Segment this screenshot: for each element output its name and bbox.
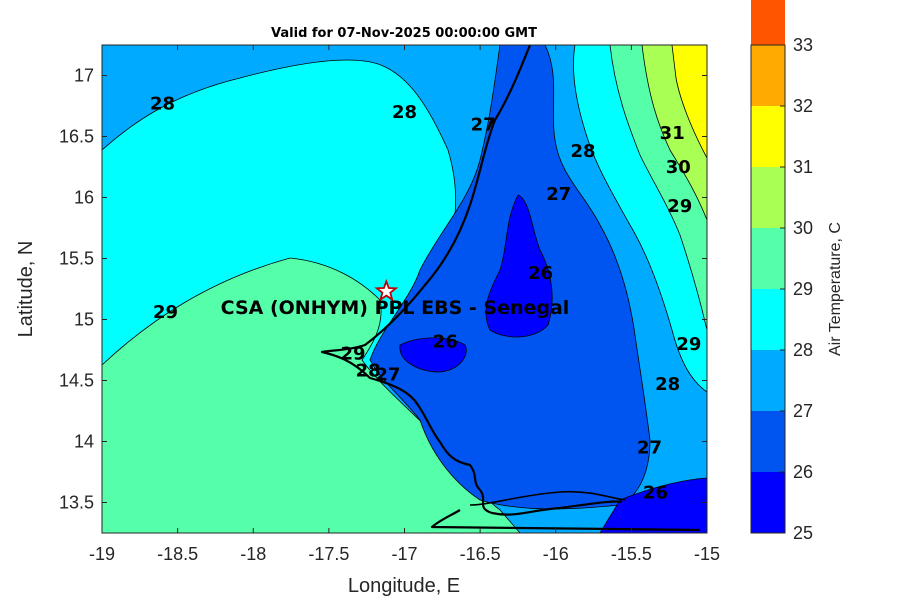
colorbar-swatch xyxy=(751,167,785,228)
contour-label: 26 xyxy=(643,483,668,504)
colorbar-swatch xyxy=(751,45,785,106)
colorbar-label: Air Temperature, C xyxy=(827,222,844,356)
y-tick-label: 14 xyxy=(74,432,94,452)
colorbar-swatch xyxy=(751,0,785,45)
contour-label: 29 xyxy=(341,344,366,365)
site-label: CSA (ONHYM) PPL EBS - Senegal xyxy=(221,297,570,319)
colorbar-tick-label: 27 xyxy=(793,401,813,421)
contour-label: 29 xyxy=(676,334,701,355)
contour-field xyxy=(102,45,707,533)
x-tick-label: -18 xyxy=(240,544,266,564)
colorbar-tick-label: 26 xyxy=(793,462,813,482)
colorbar-tick-label: 29 xyxy=(793,279,813,299)
x-tick-label: -16 xyxy=(543,544,569,564)
coastline xyxy=(320,45,701,532)
colorbar-swatch xyxy=(751,411,785,472)
colorbar-swatch xyxy=(751,350,785,411)
y-tick-label: 17 xyxy=(74,66,94,86)
coastline-path xyxy=(320,45,701,532)
y-axis: 13.5 14 14.5 15 15.5 16 16.5 17 xyxy=(59,66,707,513)
contour-label: 28 xyxy=(356,361,381,382)
x-tick-label: -16.5 xyxy=(460,544,501,564)
colorbar-swatch xyxy=(751,106,785,167)
contour-label: 29 xyxy=(153,302,178,323)
site-annotation: CSA (ONHYM) PPL EBS - Senegal xyxy=(221,278,570,319)
band-25-26-core xyxy=(485,194,553,338)
site-star-marker xyxy=(374,278,399,302)
colorbar-tick-label: 25 xyxy=(793,523,813,543)
x-tick-label: -15 xyxy=(694,544,720,564)
band-25-26-west xyxy=(399,337,467,373)
contour-label: 28 xyxy=(655,374,680,395)
y-tick-label: 16 xyxy=(74,188,94,208)
x-tick-label: -18.5 xyxy=(157,544,198,564)
colorbar-tick-label: 30 xyxy=(793,218,813,238)
x-tick-label: -15.5 xyxy=(611,544,652,564)
contour-label: 27 xyxy=(637,438,662,459)
x-axis: -19 -18.5 -18 -17.5 -17 -16.5 -16 -15.5 -15 xyxy=(89,45,720,564)
contour-label: 26 xyxy=(433,331,458,352)
contour-label: 27 xyxy=(375,364,400,385)
contour-label: 27 xyxy=(471,114,496,135)
contour-label: 29 xyxy=(667,196,692,217)
colorbar: 25 26 27 28 29 30 31 32 33 xyxy=(750,0,813,543)
colorbar-swatch xyxy=(751,228,785,289)
colorbar-tick-label: 31 xyxy=(793,157,813,177)
colorbar-tick-label: 28 xyxy=(793,340,813,360)
contour-label: 28 xyxy=(392,102,417,123)
colorbar-swatch xyxy=(751,289,785,350)
x-tick-label: -17 xyxy=(391,544,417,564)
figure-title: Valid for 07-Nov-2025 00:00:00 GMT xyxy=(271,26,537,41)
y-axis-label: Latitude, N xyxy=(15,241,37,338)
y-tick-label: 14.5 xyxy=(59,371,94,391)
contour-label: 28 xyxy=(570,141,595,162)
contour-label: 31 xyxy=(660,123,685,144)
contour-label: 28 xyxy=(150,94,175,115)
y-tick-label: 16.5 xyxy=(59,127,94,147)
y-tick-label: 15 xyxy=(74,310,94,330)
y-tick-label: 15.5 xyxy=(59,249,94,269)
x-axis-label: Longitude, E xyxy=(348,575,460,597)
colorbar-tick-label: 32 xyxy=(793,96,813,116)
contour-label: 26 xyxy=(528,263,553,284)
y-tick-label: 13.5 xyxy=(59,493,94,513)
contour-label: 27 xyxy=(546,184,571,205)
x-tick-label: -17.5 xyxy=(308,544,349,564)
colorbar-tick-label: 33 xyxy=(793,35,813,55)
river-path xyxy=(469,490,626,506)
x-tick-label: -19 xyxy=(89,544,115,564)
colorbar-swatch xyxy=(751,472,785,533)
contour-label: 30 xyxy=(666,157,691,178)
